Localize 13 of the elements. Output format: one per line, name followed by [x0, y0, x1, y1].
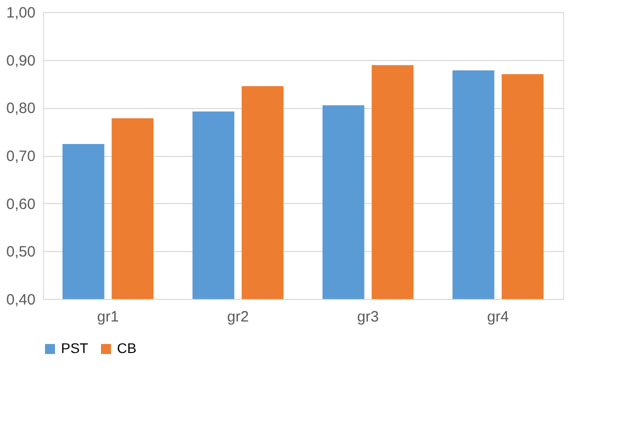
legend-label: PST — [61, 340, 89, 356]
x-tick-label: gr3 — [357, 308, 379, 326]
y-tick-label: 1,00 — [6, 4, 36, 22]
y-tick-label: 0,40 — [6, 292, 36, 308]
x-tick-label: gr1 — [97, 308, 119, 326]
y-tick-label: 0,60 — [6, 196, 36, 213]
y-tick-label: 0,50 — [6, 244, 36, 261]
x-tick-label: gr2 — [227, 308, 249, 326]
x-tick-label: gr4 — [487, 308, 509, 326]
y-tick-label: 0,90 — [6, 52, 36, 70]
y-tick-label: 0,70 — [6, 148, 36, 165]
legend-label: CB — [117, 340, 136, 356]
y-tick-label: 0,80 — [6, 100, 36, 118]
